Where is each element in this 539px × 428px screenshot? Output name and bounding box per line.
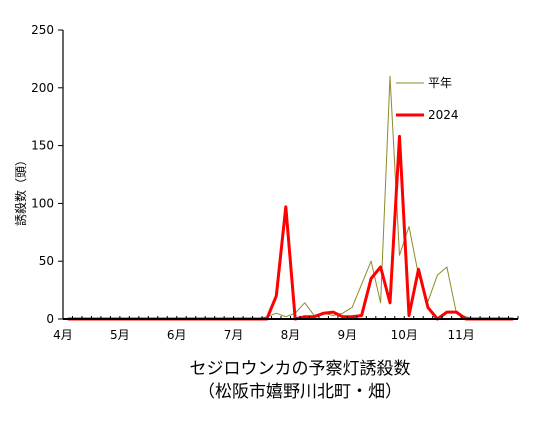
y-tick-label: 50 bbox=[39, 254, 54, 268]
y-tick-label: 200 bbox=[31, 81, 54, 95]
y-axis-label: 誘殺数（頭） bbox=[13, 154, 28, 226]
x-tick-labels: 4月 5月 6月 7月 8月 9月 10月 11月 bbox=[53, 328, 475, 342]
x-tick-label: 6月 bbox=[167, 328, 187, 342]
x-tick-label: 11月 bbox=[447, 328, 474, 342]
y-tick-label: 250 bbox=[31, 23, 54, 37]
axes bbox=[58, 29, 519, 320]
x-tick-label: 5月 bbox=[110, 328, 130, 342]
legend-label-heinen: 平年 bbox=[428, 76, 452, 90]
legend-label-2024: 2024 bbox=[428, 108, 459, 122]
x-tick-label: 9月 bbox=[338, 328, 358, 342]
x-tick-label: 7月 bbox=[224, 328, 244, 342]
legend: 平年 2024 bbox=[396, 76, 459, 122]
y-tick-label: 100 bbox=[31, 196, 54, 210]
x-tick-label: 8月 bbox=[281, 328, 301, 342]
y-tick-label: 150 bbox=[31, 139, 54, 153]
chart-subtitle: （松阪市嬉野川北町・畑） bbox=[198, 382, 402, 402]
series-line-2024 bbox=[67, 134, 514, 321]
y-tick-labels: 0 50 100 150 200 250 bbox=[31, 23, 54, 326]
y-tick-label: 0 bbox=[46, 312, 54, 326]
x-tick-label: 4月 bbox=[53, 328, 73, 342]
chart-title: セジロウンカの予察灯誘殺数 bbox=[190, 359, 411, 379]
x-tick-label: 10月 bbox=[391, 328, 418, 342]
